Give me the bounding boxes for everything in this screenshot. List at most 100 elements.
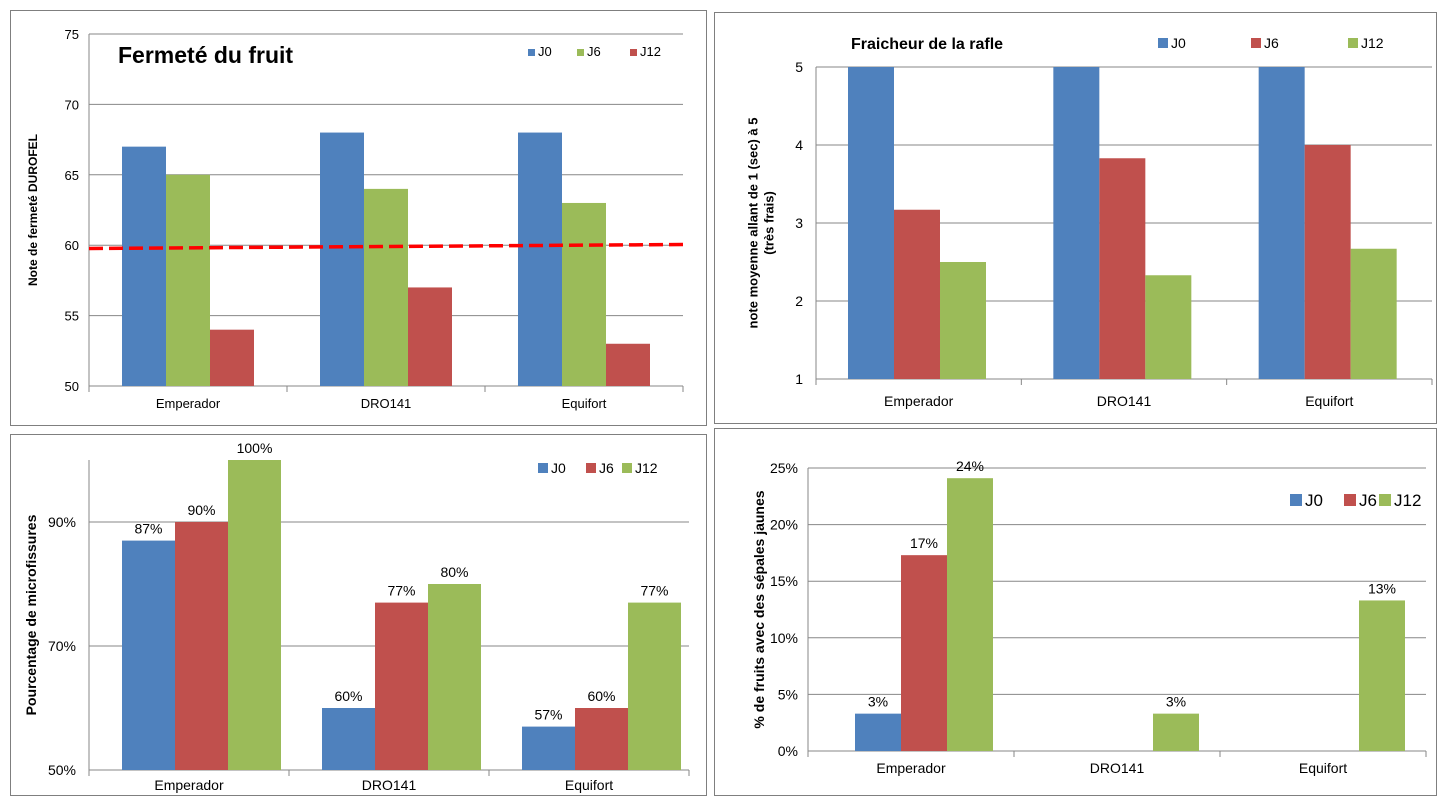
y-tick-label: 90% [48, 514, 76, 530]
x-tick-label: DRO141 [1090, 760, 1145, 776]
bar-j0-equifort [518, 132, 562, 386]
data-label: 3% [868, 694, 888, 710]
data-label: 100% [237, 440, 273, 456]
chart-border [10, 10, 707, 426]
x-tick-label: Emperador [156, 396, 221, 411]
bar-j12-equifort [1359, 600, 1405, 751]
bar-j6-emperador [901, 555, 947, 751]
bar-j12-dro141 [428, 584, 481, 770]
chart-border [714, 12, 1437, 424]
bar-j0-dro141 [1053, 67, 1100, 379]
legend-swatch-j12 [630, 49, 637, 56]
bar-j12-emperador [947, 478, 993, 751]
legend-label-j6: J6 [1359, 491, 1377, 510]
bar-j0-emperador [855, 713, 901, 751]
chart-fraicheur: 1 2 3 4 5 Emperador DRO141 Equifort Fraicheur de… [714, 12, 1437, 424]
y-tick-label: 55 [65, 309, 79, 324]
legend-label-j0: J0 [538, 44, 552, 59]
legend-swatch-j6 [586, 463, 596, 473]
y-axis-label: % de fruits avec des sépales jaunes [751, 490, 767, 728]
bar-j12-dro141 [408, 287, 452, 386]
bar-j6-equifort [562, 202, 606, 386]
legend-label-j12: J12 [1361, 35, 1384, 51]
y-tick-label: 75 [65, 27, 79, 42]
data-label: 57% [534, 707, 562, 723]
y-tick-label: 20% [770, 517, 798, 533]
bar-j0-equifort [1258, 67, 1305, 379]
x-tick-label: DRO141 [361, 396, 412, 411]
y-tick-label: 70 [65, 97, 79, 112]
legend-swatch-j0 [528, 49, 535, 56]
y-tick-label: 4 [795, 137, 803, 153]
data-label: 77% [387, 583, 415, 599]
y-axis-label: Note de fermeté DUROFEL [26, 134, 40, 286]
bar-j0-dro141 [320, 132, 364, 386]
bar-j12-equifort [606, 343, 650, 386]
x-tick-label: DRO141 [1097, 393, 1152, 409]
data-label: 3% [1166, 694, 1186, 710]
bar-j6-dro141 [375, 602, 428, 770]
data-label: 17% [910, 535, 938, 551]
y-tick-label: 50% [48, 762, 76, 778]
legend-label-j6: J6 [599, 460, 614, 476]
legend-swatch-j12 [1348, 38, 1358, 48]
x-tick-label: Equifort [1299, 760, 1347, 776]
data-label: 90% [187, 502, 215, 518]
bar-j12-equifort [628, 602, 681, 770]
data-label: 80% [440, 564, 468, 580]
bar-j12-dro141 [1145, 275, 1192, 379]
chart-sepales: 0% 5% 10% 15% 20% 25% Emperador 3% 17% 24% DRO141 3… [714, 428, 1437, 796]
legend-swatch-j0 [1158, 38, 1168, 48]
y-tick-label: 0% [778, 743, 798, 759]
legend-label-j12: J12 [640, 44, 661, 59]
chart-microfissures: 50% 70% 90% Emperador 87% 90% 100% DRO141 60% 77%… [10, 434, 707, 796]
data-label: 60% [334, 688, 362, 704]
legend-swatch-j12 [1379, 494, 1391, 506]
x-tick-label: Emperador [154, 777, 224, 793]
bar-j0-equifort [522, 726, 575, 770]
data-label: 13% [1368, 580, 1396, 596]
x-tick-label: DRO141 [362, 777, 417, 793]
y-tick-label: 1 [795, 371, 803, 387]
y-tick-label: 25% [770, 460, 798, 476]
y-tick-label: 5 [795, 59, 803, 75]
legend-label-j0: J0 [1171, 35, 1186, 51]
y-tick-label: 15% [770, 573, 798, 589]
chart-panel-microfissures: 50% 70% 90% Emperador 87% 90% 100% DRO141 60% 77%… [10, 434, 707, 796]
bar-j12-emperador [210, 329, 254, 386]
legend-swatch-j12 [622, 463, 632, 473]
bar-j6-equifort [1304, 145, 1351, 379]
x-tick-label: Equifort [562, 396, 607, 411]
chart-panel-fraicheur: 1 2 3 4 5 Emperador DRO141 Equifort Fraicheur de… [714, 12, 1437, 424]
bar-j12-dro141 [1153, 713, 1199, 751]
bar-j6-emperador [175, 522, 228, 770]
bar-j12-emperador [228, 460, 281, 770]
y-tick-label: 2 [795, 293, 803, 309]
y-tick-label: 70% [48, 638, 76, 654]
legend-label-j6: J6 [587, 44, 601, 59]
legend-swatch-j6 [1344, 494, 1356, 506]
bar-j0-emperador [848, 67, 894, 379]
legend-swatch-j0 [538, 463, 548, 473]
bar-j6-equifort [575, 708, 628, 770]
y-tick-label: 10% [770, 630, 798, 646]
bar-j12-equifort [1350, 248, 1397, 379]
x-tick-label: Emperador [876, 760, 946, 776]
chart-title: Fraicheur de la rafle [851, 36, 1003, 53]
y-tick-label: 65 [65, 168, 79, 183]
y-axis-label: Pourcentage de microfissures [23, 514, 39, 715]
legend-swatch-j6 [1251, 38, 1261, 48]
legend-label-j0: J0 [551, 460, 566, 476]
chart-panel-fermete: 50 55 60 65 70 75 Emperador DRO141 Equifort Ferme… [10, 10, 707, 426]
bar-j6-emperador [894, 209, 940, 379]
bar-j0-dro141 [322, 708, 375, 770]
x-tick-label: Equifort [565, 777, 613, 793]
bar-j6-dro141 [1099, 158, 1146, 379]
legend-label-j6: J6 [1264, 35, 1279, 51]
y-tick-label: 5% [778, 686, 798, 702]
chart-title: Fermeté du fruit [118, 42, 293, 68]
legend-swatch-j0 [1290, 494, 1302, 506]
legend-swatch-j6 [577, 49, 584, 56]
bar-j6-emperador [166, 174, 210, 386]
bar-j0-emperador [122, 146, 166, 386]
